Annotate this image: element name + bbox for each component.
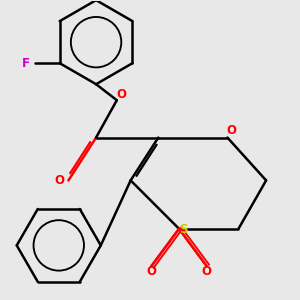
Text: F: F [21, 57, 29, 70]
Text: O: O [55, 174, 64, 187]
Text: S: S [179, 224, 188, 236]
Text: O: O [227, 124, 237, 137]
Text: O: O [202, 265, 212, 278]
Text: O: O [146, 265, 156, 278]
Text: O: O [116, 88, 126, 101]
